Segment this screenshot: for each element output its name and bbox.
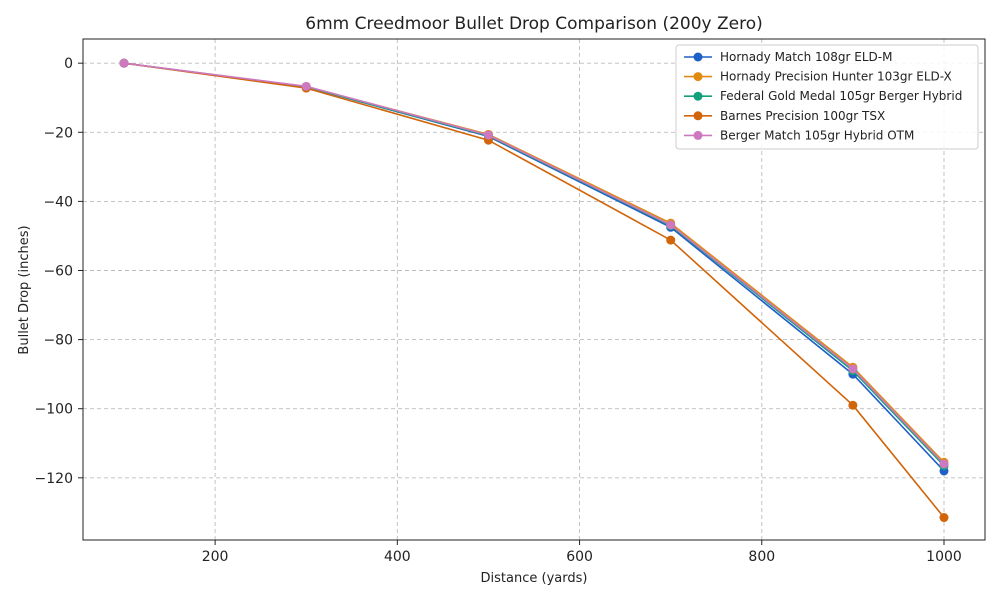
data-point bbox=[848, 400, 858, 410]
data-point bbox=[666, 220, 676, 230]
legend-label: Barnes Precision 100gr TSX bbox=[720, 109, 885, 123]
x-tick-label: 200 bbox=[202, 549, 229, 565]
data-point bbox=[939, 513, 949, 523]
legend-label: Berger Match 105gr Hybrid OTM bbox=[720, 128, 914, 142]
legend: Hornady Match 108gr ELD-M Hornady Precisi… bbox=[675, 44, 979, 150]
legend-item: Hornady Precision Hunter 103gr ELD-X bbox=[684, 70, 952, 84]
legend-marker bbox=[693, 52, 703, 62]
data-point bbox=[848, 364, 858, 374]
y-tick-label: −20 bbox=[43, 125, 73, 141]
y-tick-label: 0 bbox=[64, 56, 73, 72]
grid bbox=[83, 39, 985, 540]
legend-item: Federal Gold Medal 105gr Berger Hybrid bbox=[684, 89, 962, 103]
axis-ticks: 200 400 600 800 1000 0 −20 −40 −60 −80 −100 −120 bbox=[35, 56, 962, 565]
x-axis-label: Distance (yards) bbox=[481, 571, 588, 586]
data-point bbox=[939, 459, 949, 469]
x-tick-label: 400 bbox=[384, 549, 411, 565]
x-tick-label: 1000 bbox=[926, 549, 962, 565]
data-point bbox=[666, 235, 676, 245]
legend-marker bbox=[693, 111, 703, 121]
data-point bbox=[119, 58, 129, 68]
legend-item: Barnes Precision 100gr TSX bbox=[684, 109, 885, 123]
series-group bbox=[119, 58, 949, 523]
legend-item: Berger Match 105gr Hybrid OTM bbox=[684, 128, 914, 142]
x-tick-label: 800 bbox=[748, 549, 775, 565]
series-5 bbox=[119, 58, 949, 469]
legend-marker bbox=[693, 72, 703, 82]
x-tick-label: 600 bbox=[566, 549, 593, 565]
series-line bbox=[123, 62, 945, 519]
plot-area-frame bbox=[82, 38, 986, 541]
y-axis-label: Bullet Drop (inches) bbox=[17, 225, 32, 354]
legend-label: Hornady Match 108gr ELD-M bbox=[720, 50, 892, 64]
chart-title: 6mm Creedmoor Bullet Drop Comparison (20… bbox=[305, 14, 763, 34]
legend-marker bbox=[693, 130, 703, 140]
y-tick-label: −40 bbox=[43, 194, 73, 210]
data-point bbox=[483, 130, 493, 140]
legend-item: Hornady Match 108gr ELD-M bbox=[684, 50, 892, 64]
legend-label: Hornady Precision Hunter 103gr ELD-X bbox=[720, 70, 952, 84]
legend-marker bbox=[693, 91, 703, 101]
legend-box bbox=[675, 44, 979, 150]
data-point bbox=[301, 81, 311, 91]
legend-label: Federal Gold Medal 105gr Berger Hybrid bbox=[720, 89, 962, 103]
y-tick-label: −100 bbox=[35, 402, 73, 418]
series-line bbox=[123, 62, 945, 465]
y-tick-label: −120 bbox=[35, 471, 73, 487]
y-tick-label: −60 bbox=[43, 263, 73, 279]
y-tick-label: −80 bbox=[43, 333, 73, 349]
